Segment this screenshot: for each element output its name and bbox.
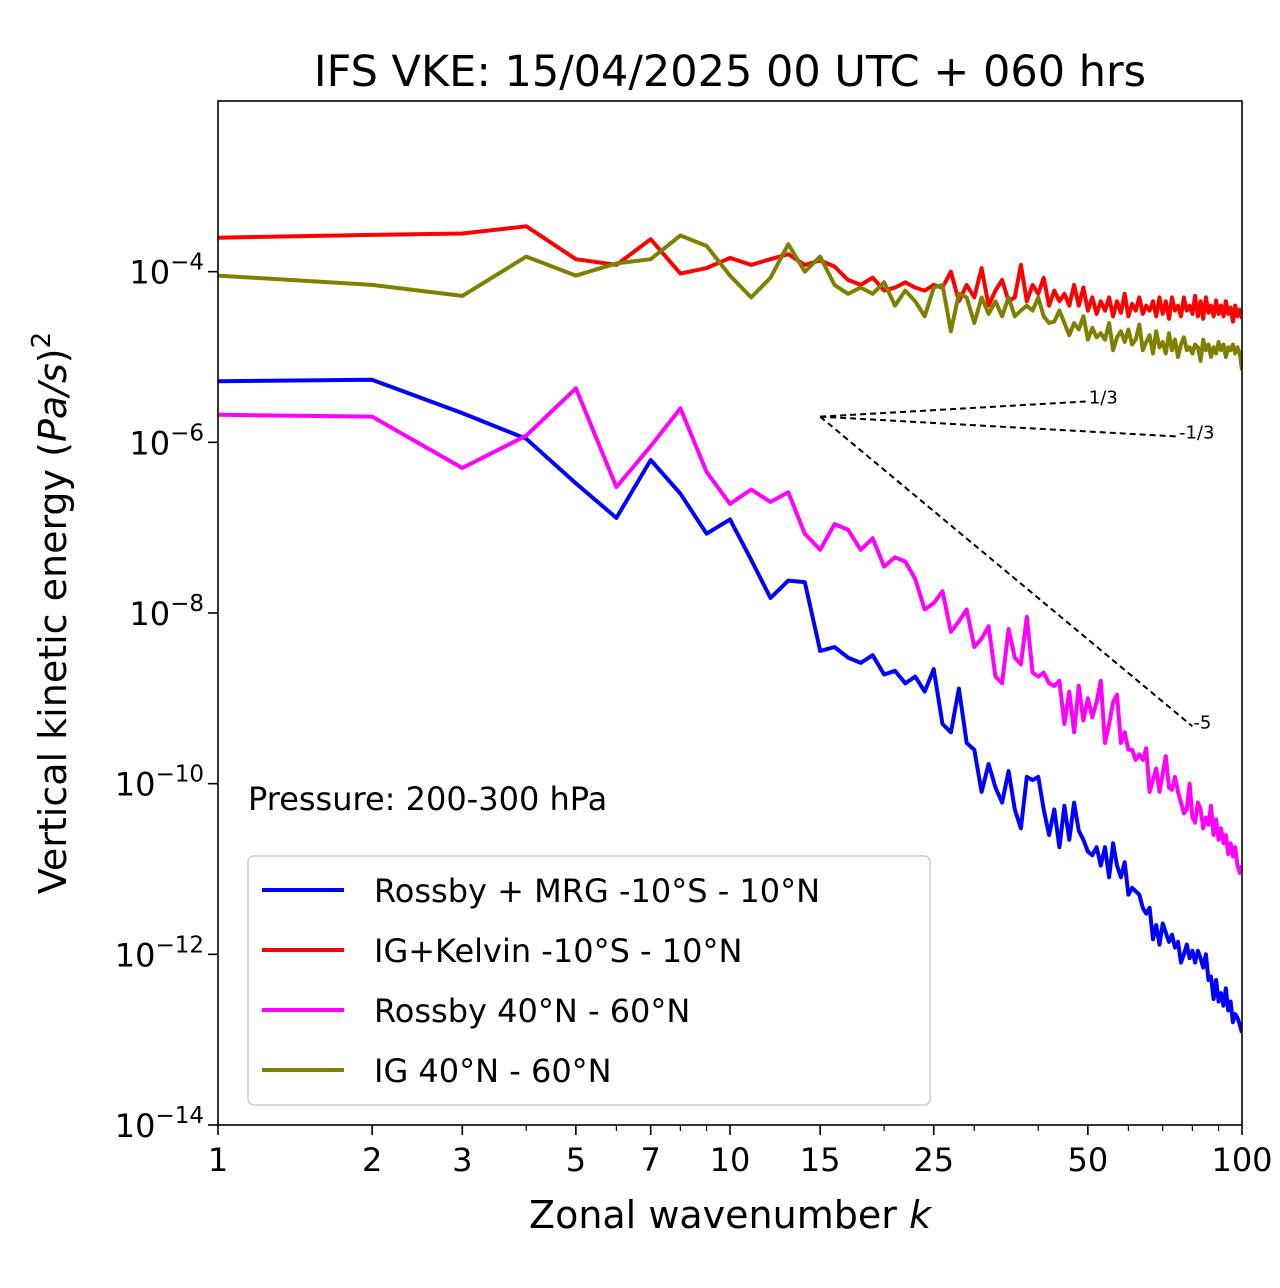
x-axis: 1 2 3 5 7 10 15 25 50 100	[208, 1125, 1273, 1179]
legend-label: IG 40°N - 60°N	[374, 1052, 612, 1090]
y-tick-label: 10−14	[115, 1103, 204, 1145]
series-line	[218, 386, 1242, 875]
y-axis-label-text: Vertical kinetic energy (	[31, 442, 75, 894]
legend: Rossby + MRG -10°S - 10°N IG+Kelvin -10°S…	[247, 855, 931, 1106]
y-tick-label: 10−6	[129, 420, 204, 462]
x-tick-label: 25	[913, 1141, 954, 1179]
series-line	[218, 377, 1242, 1034]
x-tick-label: 7	[641, 1141, 661, 1179]
y-tick-label: 10−4	[129, 250, 204, 292]
x-tick-label: 3	[452, 1141, 472, 1179]
reference-slope-line	[819, 415, 1194, 728]
x-tick-label: 1	[208, 1141, 228, 1179]
x-tick-label: 15	[800, 1141, 841, 1179]
reference-slope-line	[820, 400, 1088, 418]
x-tick-label: 5	[566, 1141, 586, 1179]
x-tick-label: 10	[710, 1141, 751, 1179]
legend-label: Rossby + MRG -10°S - 10°N	[374, 872, 820, 910]
legend-entries: Rossby + MRG -10°S - 10°N IG+Kelvin -10°S…	[262, 872, 820, 1090]
x-axis-label-text: Zonal wavenumber	[529, 1193, 897, 1237]
y-axis-label-var: Pa/s	[31, 363, 75, 442]
series-line	[218, 233, 1242, 371]
x-tick-label: 2	[362, 1141, 382, 1179]
legend-label: IG+Kelvin -10°S - 10°N	[374, 932, 742, 970]
reference-slopes: 1/3 -1/3 -5	[819, 387, 1215, 733]
chart-title: IFS VKE: 15/04/2025 00 UTC + 060 hrs	[314, 47, 1146, 97]
y-tick-label: 10−12	[115, 932, 204, 974]
x-axis-label-var: k	[909, 1193, 933, 1237]
series-line	[218, 224, 1242, 324]
y-axis: 10−4 10−6 10−8 10−10 10−12 10−14	[115, 250, 218, 1145]
legend-label: Rossby 40°N - 60°N	[374, 992, 690, 1030]
x-tick-label: 50	[1068, 1141, 1109, 1179]
x-tick-label: 100	[1211, 1141, 1272, 1179]
reference-slope-label: -5	[1193, 712, 1211, 733]
y-tick-label: 10−8	[129, 591, 204, 633]
pressure-annotation: Pressure: 200-300 hPa	[248, 780, 607, 818]
y-axis-label: Vertical kinetic energy (Pa/s)2	[27, 332, 75, 894]
legend-box	[247, 855, 931, 1106]
reference-slope-label: 1/3	[1089, 387, 1118, 408]
y-axis-label-close: )	[31, 348, 75, 363]
y-axis-label-exp: 2	[27, 332, 57, 349]
reference-slope-label: -1/3	[1179, 423, 1214, 444]
y-tick-label: 10−10	[115, 762, 204, 804]
x-axis-label: Zonal wavenumber k	[529, 1193, 933, 1237]
series-lines	[218, 224, 1242, 1034]
